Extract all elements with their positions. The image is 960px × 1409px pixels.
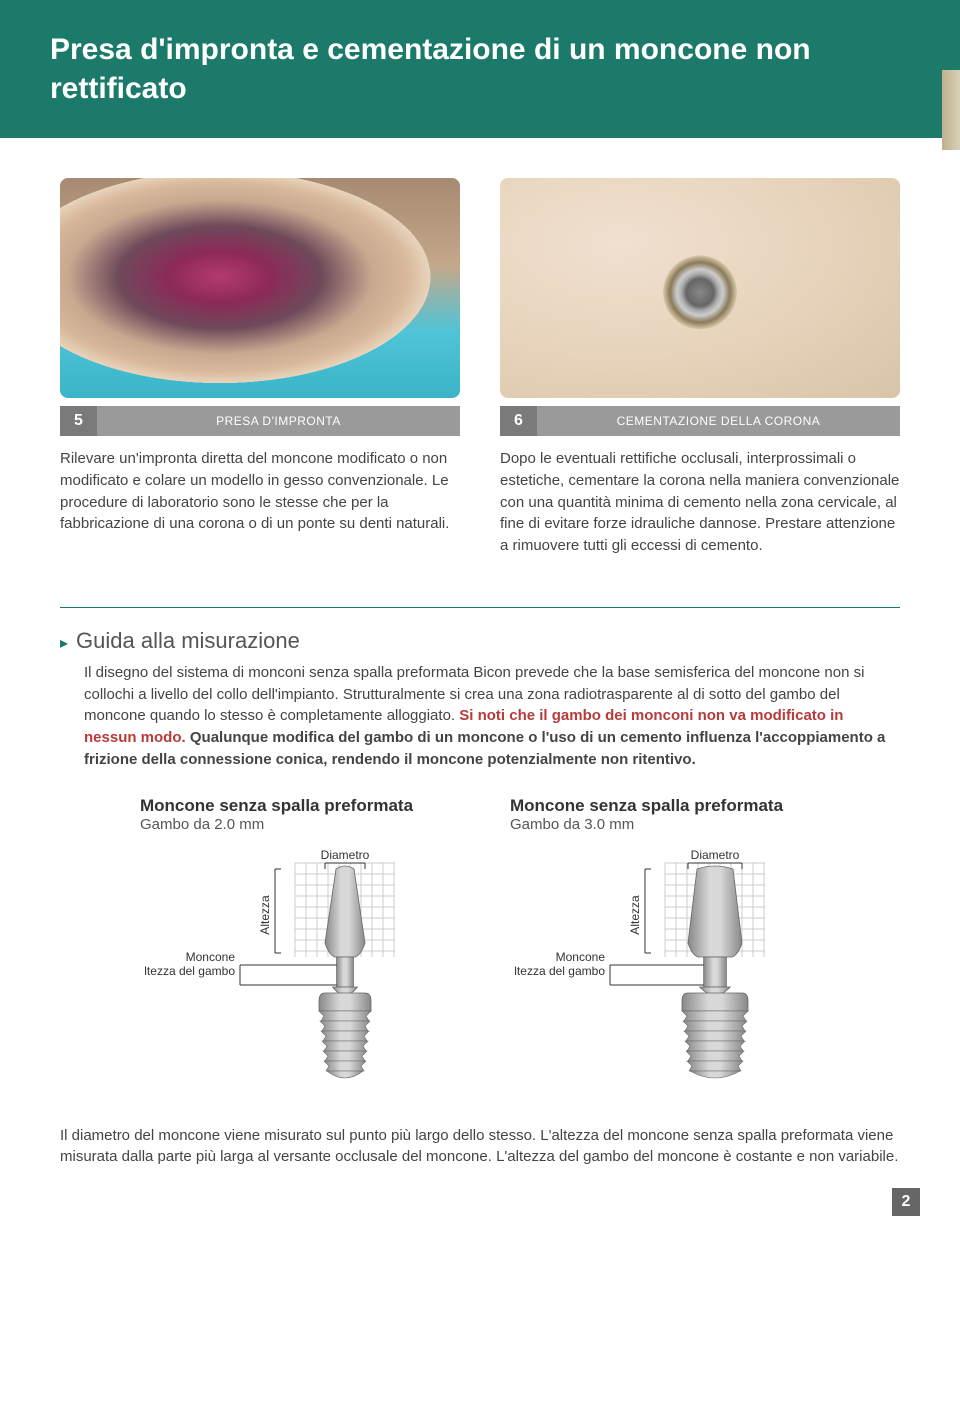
step-6-image — [500, 178, 900, 398]
svg-text:Moncone: Moncone — [186, 950, 236, 964]
svg-text:Diametro: Diametro — [691, 848, 740, 862]
diagram-left-svg: Diametro Altezza MonconeAltezza del gambo — [145, 845, 485, 1095]
page-content: 5 PRESA D'IMPRONTA Rilevare un'impronta … — [0, 138, 960, 1246]
step-5-label: PRESA D'IMPRONTA — [97, 406, 460, 436]
step-5-image — [60, 178, 460, 398]
svg-text:Moncone: Moncone — [556, 950, 606, 964]
diagram-left-svg-wrap: Diametro Altezza MonconeAltezza del gambo — [140, 845, 490, 1095]
svg-text:Diametro: Diametro — [321, 848, 370, 862]
page-title: Presa d'impronta e cementazione di un mo… — [50, 30, 910, 108]
footer-text: Il diametro del moncone viene misurato s… — [60, 1125, 900, 1169]
steps-row: 5 PRESA D'IMPRONTA Rilevare un'impronta … — [60, 178, 900, 557]
step-5-caption: 5 PRESA D'IMPRONTA — [60, 406, 460, 436]
diagram-right-sub: Gambo da 3.0 mm — [510, 816, 860, 833]
guide-heading: Guida alla misurazione — [60, 628, 900, 654]
step-5-text: Rilevare un'impronta diretta del moncone… — [60, 448, 460, 535]
section-divider — [60, 607, 900, 608]
guide-body: Il disegno del sistema di monconi senza … — [60, 662, 900, 771]
step-6: 6 CEMENTAZIONE DELLA CORONA Dopo le even… — [500, 178, 900, 557]
guide-body-bold: Qualunque modifica del gambo di un monco… — [84, 729, 885, 768]
header-accent-bar — [942, 70, 960, 150]
step-6-caption: 6 CEMENTAZIONE DELLA CORONA — [500, 406, 900, 436]
diagram-left-sub: Gambo da 2.0 mm — [140, 816, 490, 833]
step-5: 5 PRESA D'IMPRONTA Rilevare un'impronta … — [60, 178, 460, 557]
diagram-right-svg-wrap: Diametro Altezza MonconeAltezza del gambo — [510, 845, 860, 1095]
diagram-right: Moncone senza spalla preformata Gambo da… — [510, 796, 860, 1095]
page-header: Presa d'impronta e cementazione di un mo… — [0, 0, 960, 138]
svg-text:Altezza: Altezza — [628, 895, 642, 935]
svg-text:Altezza: Altezza — [258, 895, 272, 935]
svg-text:Altezza del gambo: Altezza del gambo — [145, 964, 235, 978]
step-6-label: CEMENTAZIONE DELLA CORONA — [537, 406, 900, 436]
step-5-number: 5 — [60, 406, 97, 436]
step-6-text: Dopo le eventuali rettifiche occlusali, … — [500, 448, 900, 557]
diagram-right-svg: Diametro Altezza MonconeAltezza del gambo — [515, 845, 855, 1095]
diagrams-row: Moncone senza spalla preformata Gambo da… — [60, 796, 900, 1095]
step-6-number: 6 — [500, 406, 537, 436]
page-number: 2 — [892, 1188, 920, 1216]
diagram-right-title: Moncone senza spalla preformata — [510, 796, 860, 816]
svg-text:Altezza del gambo: Altezza del gambo — [515, 964, 605, 978]
guide-section: Guida alla misurazione Il disegno del si… — [60, 628, 900, 1095]
diagram-left-title: Moncone senza spalla preformata — [140, 796, 490, 816]
diagram-left: Moncone senza spalla preformata Gambo da… — [140, 796, 490, 1095]
